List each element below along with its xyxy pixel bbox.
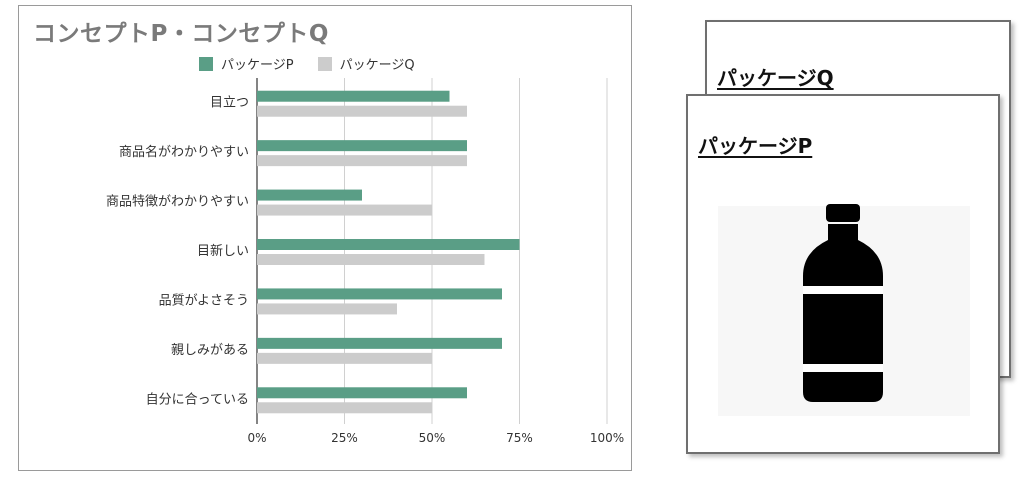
bar-chart-plot: 0% 25% 50% 75% 100% 目立つ商品名がわかりやすい商品特徴がわかりやすい目… (106, 78, 624, 445)
chart-title: コンセプトP・コンセプトQ (33, 21, 329, 47)
bar-p (257, 288, 502, 300)
bar-q (257, 204, 432, 216)
bar-p (257, 140, 467, 152)
category-label: 商品名がわかりやすい (119, 144, 249, 160)
bar-p (257, 189, 362, 201)
bar-q (257, 155, 467, 167)
legend-swatch-p (199, 56, 213, 71)
category-label: 品質がよさそう (159, 293, 249, 308)
bar-q (257, 105, 467, 117)
category-label: 目新しい (197, 243, 249, 259)
chart-legend: パッケージP パッケージQ (199, 54, 415, 73)
package-q-label: パッケージQ (717, 66, 834, 90)
bar-p (257, 337, 502, 349)
x-tick-label: 100% (590, 431, 624, 445)
bar-p (257, 387, 467, 399)
x-tick-label: 75% (506, 431, 533, 445)
legend-item-p: パッケージP (199, 54, 294, 73)
bar-q (257, 402, 432, 414)
chart-panel: コンセプトP・コンセプトQ パッケージP パッケージQ 0% 25% 50% 75% 1… (18, 5, 632, 471)
bar-q (257, 254, 485, 265)
category-label: 商品特徴がわかりやすい (106, 195, 249, 210)
legend-swatch-q (317, 56, 332, 71)
package-p-label: パッケージP (698, 134, 813, 158)
legend-item-q: パッケージQ (317, 54, 415, 73)
category-label: 目立つ (210, 96, 249, 111)
x-tick-label: 25% (331, 431, 358, 445)
bar-q (257, 352, 432, 364)
category-label: 自分に合っている (146, 392, 249, 407)
x-tick-label: 50% (419, 431, 446, 445)
legend-label-q: パッケージQ (339, 58, 415, 73)
legend-label-p: パッケージP (221, 58, 294, 73)
bar-q (257, 303, 397, 315)
bar-p (257, 90, 450, 102)
category-label: 親しみがある (171, 343, 249, 358)
x-tick-label: 0% (247, 431, 266, 445)
package-card-p: パッケージP (686, 94, 1000, 454)
bar-p (257, 239, 520, 250)
bottle-icon (803, 204, 883, 402)
